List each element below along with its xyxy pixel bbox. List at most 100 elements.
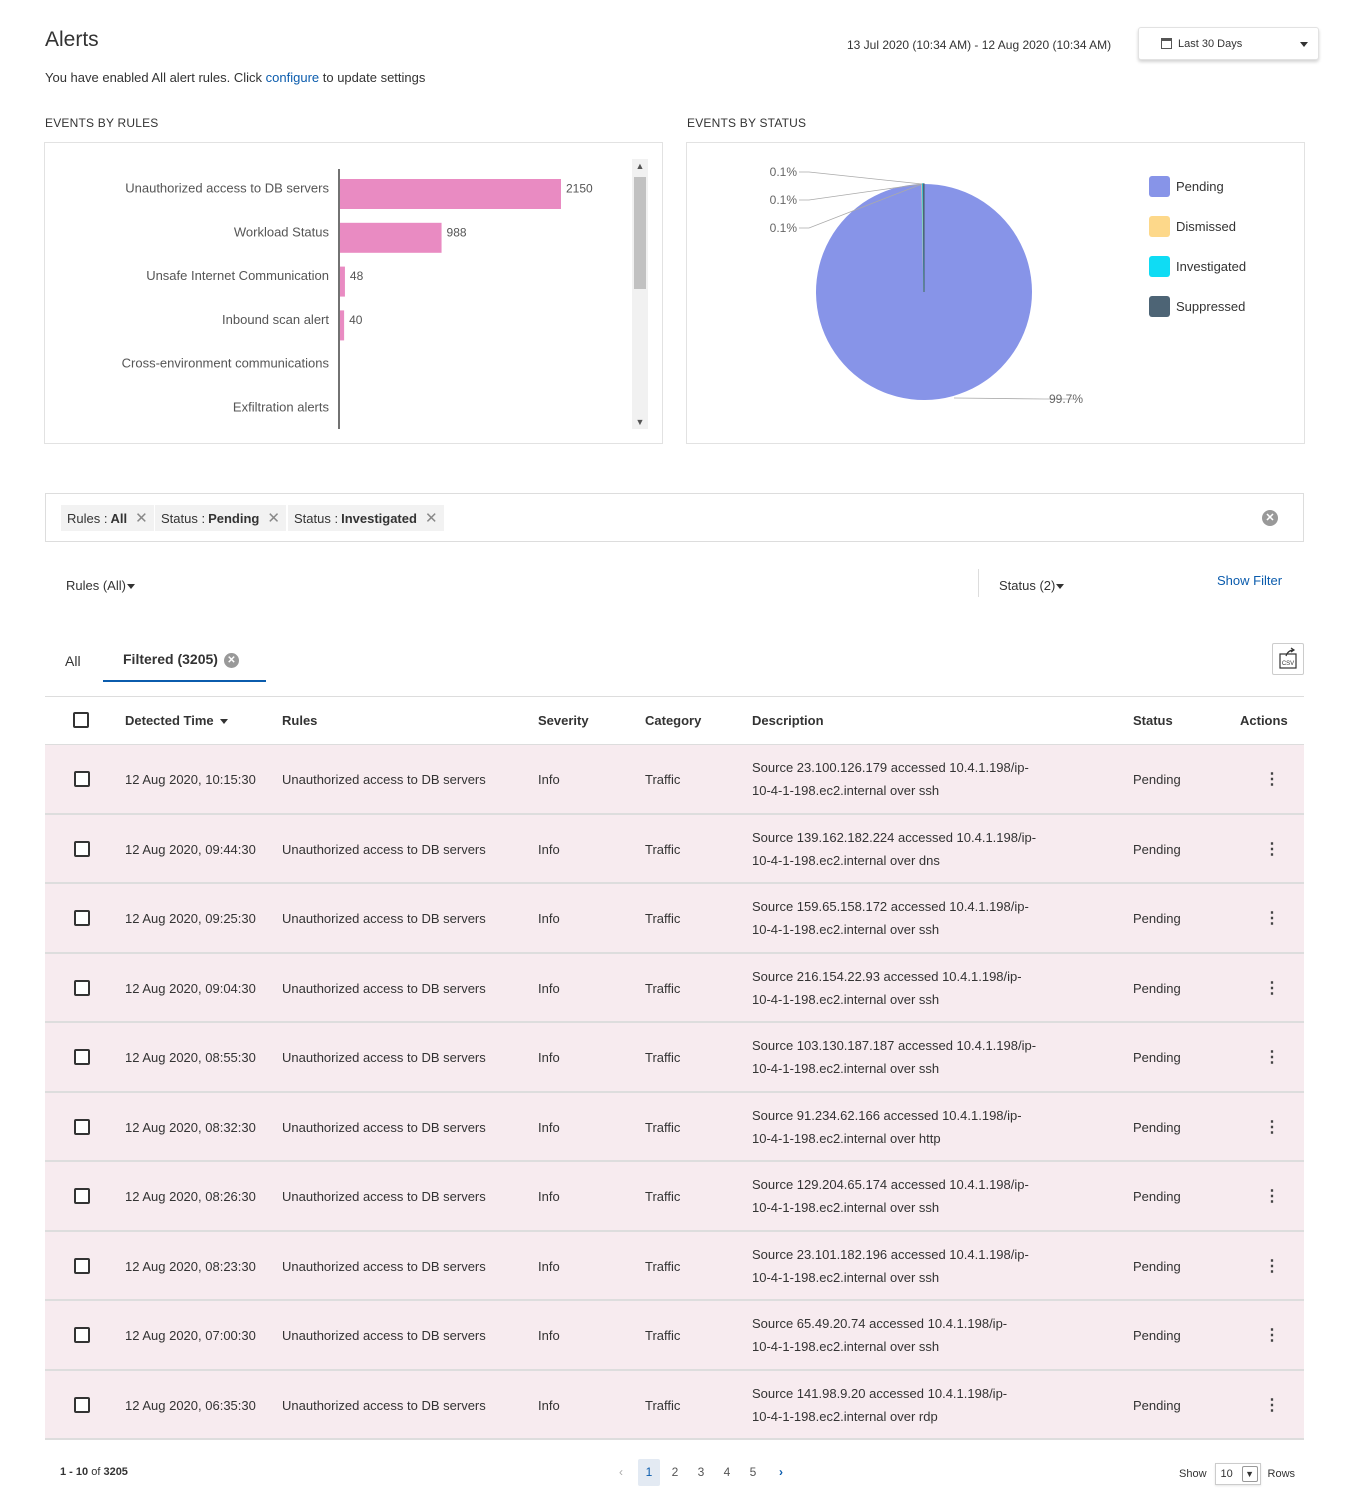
legend-item[interactable]: Pending [1149, 176, 1224, 197]
status: Pending [1133, 1189, 1181, 1204]
rules-filter-dropdown[interactable]: Rules (All) [66, 578, 135, 593]
more-actions-icon[interactable]: ⋮ [1264, 1049, 1280, 1066]
prev-page-icon[interactable]: ‹ [619, 1465, 623, 1479]
page-5[interactable]: 5 [749, 1465, 757, 1479]
severity: Info [538, 1328, 560, 1343]
clear-filters-icon[interactable]: ✕ [1262, 510, 1278, 526]
slice-label: 0.1% [770, 221, 798, 235]
events-by-rules-chart: Unauthorized access to DB servers 2150 Wor… [44, 142, 663, 444]
legend-item[interactable]: Dismissed [1149, 216, 1236, 237]
rows-per-page: Show 10 ▼ Rows [1179, 1463, 1295, 1485]
scroll-thumb[interactable] [634, 177, 646, 289]
legend-swatch [1149, 256, 1170, 277]
tab-all[interactable]: All [65, 653, 81, 669]
bar-value-label: 48 [350, 269, 364, 283]
filter-chip-status-pending[interactable]: Status : Pending ✕ [155, 505, 286, 531]
row-checkbox[interactable] [74, 1188, 90, 1204]
table-row[interactable]: 12 Aug 2020, 08:23:30 Unauthorized access… [45, 1231, 1304, 1301]
bar-value-label: 988 [447, 225, 467, 239]
row-checkbox[interactable] [74, 1257, 90, 1274]
scroll-down-icon[interactable]: ▼ [635, 417, 645, 427]
table-row[interactable]: 12 Aug 2020, 08:26:30 Unauthorized access… [45, 1162, 1304, 1232]
row-checkbox[interactable] [74, 840, 90, 857]
page-2[interactable]: 2 [671, 1465, 679, 1479]
clear-filter-icon[interactable]: ✕ [223, 653, 239, 668]
page-1[interactable]: 1 [638, 1459, 660, 1486]
remove-chip-icon[interactable]: ✕ [267, 510, 280, 527]
tab-filtered[interactable]: Filtered (3205) ✕ [103, 651, 266, 682]
alerts-table: Detected Time Rules Severity Category De… [45, 696, 1304, 1440]
detected-time: 12 Aug 2020, 06:35:30 [125, 1397, 256, 1413]
leader-line [799, 171, 923, 185]
more-actions-icon[interactable]: ⋮ [1264, 1188, 1280, 1205]
more-actions-icon[interactable]: ⋮ [1264, 910, 1280, 927]
remove-chip-icon[interactable]: ✕ [135, 510, 148, 527]
status: Pending [1133, 1258, 1181, 1274]
active-filters-bar: Rules : All ✕ Status : Pending ✕ Status : Inv… [45, 493, 1304, 542]
table-row[interactable]: 12 Aug 2020, 06:35:30 Unauthorized access… [45, 1370, 1304, 1440]
category: Traffic [645, 911, 681, 926]
col-detected-time[interactable]: Detected Time [125, 713, 229, 728]
detected-time: 12 Aug 2020, 10:15:30 [125, 772, 256, 787]
filter-chip-rules[interactable]: Rules : All ✕ [61, 505, 154, 531]
table-row[interactable]: 12 Aug 2020, 10:15:30 Unauthorized access… [45, 745, 1304, 815]
row-checkbox[interactable] [74, 1118, 90, 1135]
select-all-checkbox[interactable] [73, 712, 89, 728]
status: Pending [1133, 911, 1181, 926]
legend-item[interactable]: Suppressed [1149, 296, 1245, 317]
more-actions-icon[interactable]: ⋮ [1264, 1257, 1280, 1275]
next-page-icon[interactable]: › [779, 1465, 783, 1479]
detected-time: 12 Aug 2020, 09:44:30 [125, 841, 256, 857]
row-checkbox[interactable] [74, 910, 90, 926]
row-checkbox[interactable] [74, 979, 90, 996]
more-actions-icon[interactable]: ⋮ [1264, 979, 1280, 997]
filter-chip-status-investigated[interactable]: Status : Investigated ✕ [288, 505, 444, 531]
col-rules: Rules [282, 713, 318, 728]
table-row[interactable]: 12 Aug 2020, 07:00:30 Unauthorized access… [45, 1301, 1304, 1371]
pagination-summary: 1 - 10 of 3205 [60, 1466, 128, 1478]
row-checkbox[interactable] [74, 1049, 90, 1065]
rule-name: Unauthorized access to DB servers [282, 772, 486, 787]
status: Pending [1133, 772, 1181, 787]
table-row[interactable]: 12 Aug 2020, 09:44:30 Unauthorized access… [45, 814, 1304, 884]
detected-time: 12 Aug 2020, 07:00:30 [125, 1328, 256, 1343]
col-description: Description [752, 713, 824, 728]
export-csv-button[interactable]: CSV [1272, 643, 1304, 675]
table-row[interactable]: 12 Aug 2020, 09:04:30 Unauthorized access… [45, 953, 1304, 1023]
more-actions-icon[interactable]: ⋮ [1264, 1327, 1280, 1344]
status-filter-dropdown[interactable]: Status (2) [999, 578, 1065, 593]
legend-item[interactable]: Investigated [1149, 256, 1246, 277]
show-filter-link[interactable]: Show Filter [1217, 573, 1283, 588]
rows-per-page-select[interactable]: 10 ▼ [1214, 1463, 1261, 1485]
row-checkbox[interactable] [74, 1327, 90, 1343]
caret-down-icon [1056, 584, 1065, 590]
more-actions-icon[interactable]: ⋮ [1264, 1396, 1280, 1414]
period-dropdown[interactable]: Last 30 Days [1138, 27, 1319, 60]
page-4[interactable]: 4 [723, 1465, 731, 1479]
page-title: Alerts [45, 28, 99, 51]
scroll-up-icon[interactable]: ▲ [635, 161, 645, 171]
description: Source 216.154.22.93 accessed 10.4.1.198… [752, 968, 1022, 1007]
bar-value-label: 40 [349, 313, 363, 327]
table-body: 12 Aug 2020, 10:15:30 Unauthorized access… [45, 745, 1304, 1440]
table-row[interactable]: 12 Aug 2020, 08:55:30 Unauthorized access… [45, 1023, 1304, 1093]
table-header: Detected Time Rules Severity Category De… [45, 696, 1304, 745]
more-actions-icon[interactable]: ⋮ [1264, 840, 1280, 858]
status: Pending [1133, 980, 1181, 996]
category: Traffic [645, 980, 681, 996]
slice-label: 0.1% [770, 165, 798, 179]
more-actions-icon[interactable]: ⋮ [1264, 1118, 1280, 1136]
table-row[interactable]: 12 Aug 2020, 08:32:30 Unauthorized access… [45, 1092, 1304, 1162]
divider [978, 569, 979, 597]
more-actions-icon[interactable]: ⋮ [1264, 771, 1280, 788]
chart-scrollbar[interactable]: ▲ ▼ [632, 159, 648, 429]
table-row[interactable]: 12 Aug 2020, 09:25:30 Unauthorized access… [45, 884, 1304, 954]
remove-chip-icon[interactable]: ✕ [424, 510, 438, 527]
row-checkbox[interactable] [74, 771, 90, 787]
page-3[interactable]: 3 [697, 1465, 705, 1479]
row-checkbox[interactable] [74, 1396, 90, 1413]
configure-link[interactable]: configure [265, 70, 320, 85]
status: Pending [1133, 1119, 1181, 1135]
legend-label: Dismissed [1176, 219, 1236, 234]
category: Traffic [645, 1397, 681, 1413]
